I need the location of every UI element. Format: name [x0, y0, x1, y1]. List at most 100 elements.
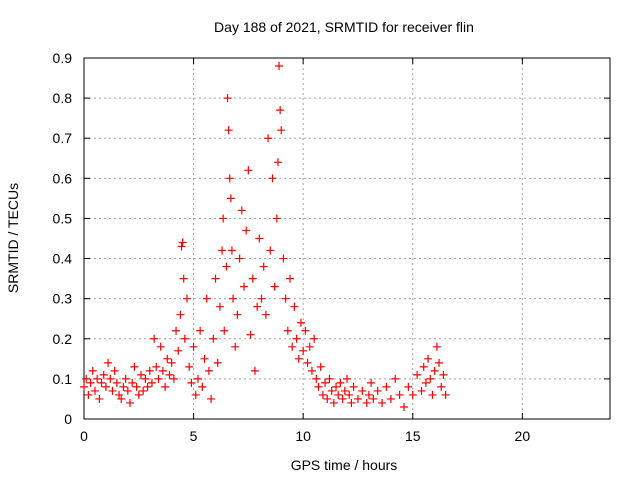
y-tick-label: 0.3 — [53, 291, 73, 307]
data-point — [117, 394, 126, 403]
data-point — [417, 386, 426, 395]
y-tick-label: 0.8 — [53, 90, 73, 106]
data-point — [303, 358, 312, 367]
data-point — [378, 398, 387, 407]
data-point — [334, 390, 343, 399]
data-point — [273, 158, 282, 167]
data-point — [177, 242, 186, 251]
data-point — [345, 390, 354, 399]
data-point — [185, 362, 194, 371]
data-point — [132, 382, 141, 391]
data-point — [362, 398, 371, 407]
data-point — [246, 330, 255, 339]
data-point — [283, 326, 292, 335]
data-point — [139, 386, 148, 395]
data-point — [373, 386, 382, 395]
data-point — [435, 358, 444, 367]
data-point — [180, 334, 189, 343]
data-point — [229, 294, 238, 303]
data-point — [110, 366, 119, 375]
data-point — [183, 294, 192, 303]
y-tick-label: 0 — [64, 411, 72, 427]
x-tick-label: 5 — [190, 428, 198, 444]
data-point — [156, 342, 165, 351]
data-point — [191, 390, 200, 399]
data-point — [147, 378, 156, 387]
data-point — [430, 366, 439, 375]
data-point — [130, 362, 139, 371]
axis-ticks: 0 0.1 0.2 0.3 0.4 0.5 0.6 0.7 0.8 0.9 0 5 10 15 20 — [53, 50, 610, 444]
data-point — [119, 382, 128, 391]
data-point — [292, 334, 301, 343]
data-point — [163, 354, 172, 363]
data-point — [259, 262, 268, 271]
data-point — [421, 378, 430, 387]
data-point — [338, 394, 347, 403]
data-point — [321, 378, 330, 387]
x-tick-label: 10 — [295, 428, 311, 444]
data-point — [99, 370, 108, 379]
data-point — [248, 274, 257, 283]
data-point — [310, 334, 319, 343]
data-point — [364, 390, 373, 399]
data-point — [250, 366, 259, 375]
data-point — [227, 246, 236, 255]
data-point — [255, 234, 264, 243]
data-point — [332, 382, 341, 391]
data-point — [408, 390, 417, 399]
data-point — [141, 374, 150, 383]
data-point — [150, 334, 159, 343]
data-point — [121, 374, 130, 383]
data-point — [211, 274, 220, 283]
data-point — [382, 382, 391, 391]
data-point — [353, 394, 362, 403]
data-point — [358, 386, 367, 395]
data-point — [219, 214, 228, 223]
data-point — [198, 382, 207, 391]
data-points — [80, 62, 450, 411]
data-point — [329, 398, 338, 407]
data-point — [84, 390, 93, 399]
data-point — [253, 302, 262, 311]
y-tick-label: 0.4 — [53, 251, 73, 267]
data-point — [145, 366, 154, 375]
y-tick-label: 0.1 — [53, 371, 73, 387]
data-point — [189, 342, 198, 351]
data-point — [226, 194, 235, 203]
data-point — [424, 354, 433, 363]
y-tick-label: 0.7 — [53, 130, 73, 146]
data-point — [123, 386, 132, 395]
data-point — [432, 342, 441, 351]
data-point — [301, 326, 310, 335]
data-point — [196, 326, 205, 335]
data-point — [202, 294, 211, 303]
data-point — [367, 378, 376, 387]
data-point — [279, 254, 288, 263]
data-point — [441, 390, 450, 399]
data-point — [178, 238, 187, 247]
data-point — [437, 382, 446, 391]
data-point — [86, 378, 95, 387]
data-point — [325, 374, 334, 383]
data-point — [343, 374, 351, 383]
data-point — [126, 398, 135, 407]
data-point — [154, 374, 163, 383]
data-point — [235, 254, 244, 263]
data-point — [290, 302, 299, 311]
data-point — [187, 378, 196, 387]
data-point — [95, 394, 104, 403]
data-point — [169, 374, 178, 383]
grid-lines — [84, 58, 610, 419]
data-point — [395, 390, 404, 399]
data-point — [134, 390, 143, 399]
data-point — [161, 382, 170, 391]
data-point — [281, 294, 290, 303]
data-point — [428, 390, 437, 399]
data-point — [270, 282, 279, 291]
data-point — [112, 378, 121, 387]
data-point — [104, 358, 113, 367]
data-point — [305, 342, 314, 351]
data-point — [294, 354, 303, 363]
data-point — [272, 214, 281, 223]
data-point — [261, 310, 270, 319]
